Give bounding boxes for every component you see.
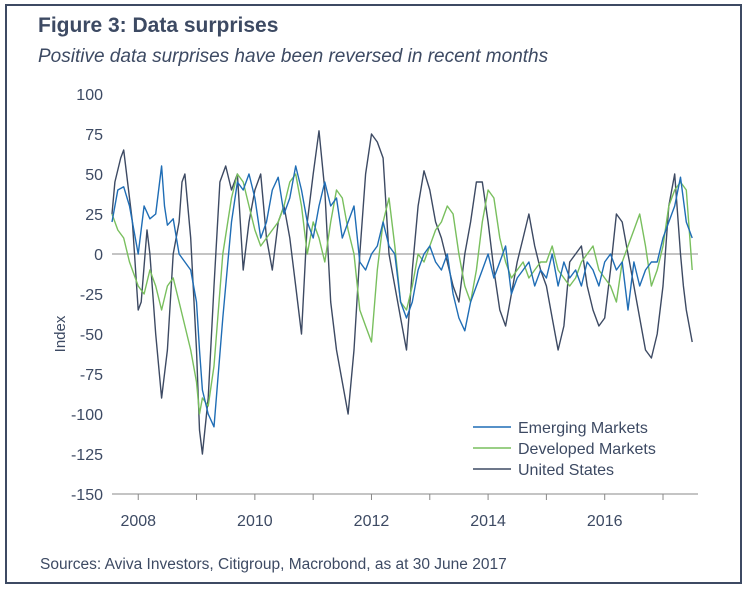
x-tick-label: 2008: [120, 513, 156, 530]
x-tick-label: 2016: [587, 513, 623, 530]
y-tick-label: 0: [94, 247, 103, 264]
figure-title: Figure 3: Data surprises: [38, 14, 279, 37]
x-tick-label: 2012: [354, 513, 390, 530]
y-tick-label: -150: [71, 487, 103, 504]
y-axis-label: Index: [52, 315, 69, 352]
y-tick-label: -25: [80, 287, 103, 304]
y-tick-label: -75: [80, 367, 103, 384]
x-tick-label: 2010: [237, 513, 273, 530]
y-tick-label: 50: [85, 167, 103, 184]
series-line-developed-markets: [111, 173, 693, 415]
figure-subtitle: Positive data surprises have been revers…: [38, 46, 549, 67]
series-line-united-states: [111, 130, 693, 455]
y-tick-label: -100: [71, 407, 103, 424]
source-note: Sources: Aviva Investors, Citigroup, Mac…: [40, 556, 507, 573]
y-tick-label: 25: [85, 207, 103, 224]
legend-item-developed-markets: Developed Markets: [518, 441, 656, 458]
x-tick-label: 2014: [470, 513, 506, 530]
y-tick-label: -50: [80, 327, 103, 344]
series-line-emerging-markets: [111, 165, 693, 428]
legend-item-emerging-markets: Emerging Markets: [518, 420, 648, 437]
y-tick-label: -125: [71, 447, 103, 464]
y-tick-label: 75: [85, 127, 103, 144]
y-tick-label: 100: [76, 87, 103, 104]
legend-item-united-states: United States: [518, 462, 614, 479]
figure-frame: [5, 4, 742, 584]
